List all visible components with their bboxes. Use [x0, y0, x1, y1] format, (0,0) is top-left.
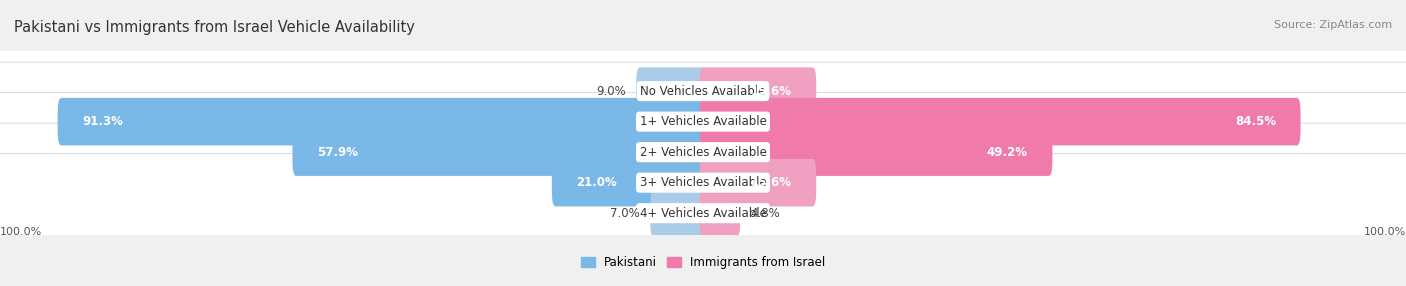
Text: 100.0%: 100.0%	[1364, 227, 1406, 237]
Text: 1+ Vehicles Available: 1+ Vehicles Available	[640, 115, 766, 128]
Text: No Vehicles Available: No Vehicles Available	[640, 85, 766, 98]
FancyBboxPatch shape	[637, 67, 707, 115]
FancyBboxPatch shape	[0, 62, 1406, 181]
Text: 9.0%: 9.0%	[596, 85, 626, 98]
Text: 21.0%: 21.0%	[576, 176, 617, 189]
FancyBboxPatch shape	[292, 128, 707, 176]
FancyBboxPatch shape	[650, 189, 707, 237]
Legend: Pakistani, Immigrants from Israel: Pakistani, Immigrants from Israel	[581, 256, 825, 269]
Text: 3+ Vehicles Available: 3+ Vehicles Available	[640, 176, 766, 189]
FancyBboxPatch shape	[0, 123, 1406, 242]
Text: 84.5%: 84.5%	[1234, 115, 1277, 128]
FancyBboxPatch shape	[0, 93, 1406, 212]
Text: 100.0%: 100.0%	[0, 227, 42, 237]
Text: Source: ZipAtlas.com: Source: ZipAtlas.com	[1274, 20, 1392, 30]
FancyBboxPatch shape	[0, 154, 1406, 273]
Text: 4.8%: 4.8%	[751, 207, 780, 220]
Text: 4+ Vehicles Available: 4+ Vehicles Available	[640, 207, 766, 220]
FancyBboxPatch shape	[700, 159, 815, 206]
FancyBboxPatch shape	[551, 159, 707, 206]
FancyBboxPatch shape	[700, 128, 1052, 176]
Text: Pakistani vs Immigrants from Israel Vehicle Availability: Pakistani vs Immigrants from Israel Vehi…	[14, 20, 415, 35]
Text: 7.0%: 7.0%	[610, 207, 640, 220]
FancyBboxPatch shape	[0, 32, 1406, 151]
Text: 15.6%: 15.6%	[751, 85, 792, 98]
Text: 57.9%: 57.9%	[318, 146, 359, 159]
Text: 2+ Vehicles Available: 2+ Vehicles Available	[640, 146, 766, 159]
Text: 91.3%: 91.3%	[82, 115, 124, 128]
FancyBboxPatch shape	[700, 67, 815, 115]
FancyBboxPatch shape	[58, 98, 707, 145]
FancyBboxPatch shape	[700, 98, 1301, 145]
Text: 15.6%: 15.6%	[751, 176, 792, 189]
Text: 49.2%: 49.2%	[987, 146, 1028, 159]
FancyBboxPatch shape	[700, 189, 741, 237]
